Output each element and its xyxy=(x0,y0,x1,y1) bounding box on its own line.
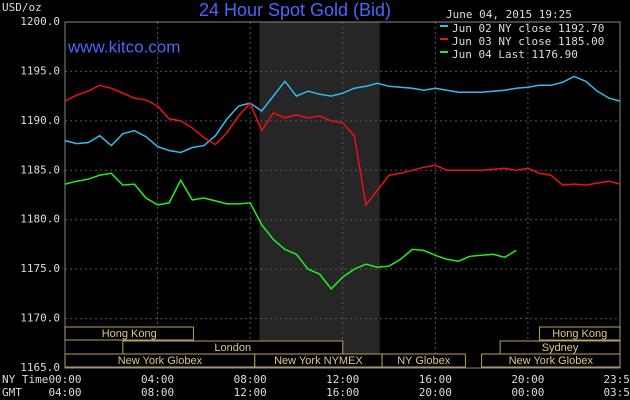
legend-swatch xyxy=(440,25,448,27)
x-tick-label: 08:00 xyxy=(234,373,267,386)
plot-frame xyxy=(64,21,621,369)
y-tick-label: 1170.0 xyxy=(20,312,60,325)
price-line xyxy=(64,172,517,291)
session-box xyxy=(538,326,621,341)
legend-label: Jun 02 NY close 1192.70 xyxy=(452,22,604,35)
price-line xyxy=(64,75,621,154)
legend-label: Jun 03 NY close 1185.00 xyxy=(452,35,604,48)
y-tick-label: 1175.0 xyxy=(20,262,60,275)
legend-swatch xyxy=(440,38,448,40)
x2-tick-label: 04:00 xyxy=(48,386,81,399)
x2-tick-label: 08:00 xyxy=(141,386,174,399)
x-tick-label: 23:59 xyxy=(603,373,630,386)
session-box xyxy=(64,326,194,341)
x-tick-label: 04:00 xyxy=(141,373,174,386)
session-box xyxy=(481,353,621,368)
shaded-band xyxy=(259,22,380,368)
timestamp: June 04, 2015 19:25 xyxy=(446,8,572,21)
session-label: NY Globex xyxy=(397,355,450,367)
x2-axis-label: GMT xyxy=(2,386,22,399)
x2-tick-label: 00:00 xyxy=(511,386,544,399)
chart-title: 24 Hour Spot Gold (Bid) xyxy=(199,0,391,20)
session-label: New York NYMEX xyxy=(274,355,363,367)
legend-swatch xyxy=(440,51,448,53)
y-tick-label: 1165.0 xyxy=(20,361,60,374)
x-tick-label: 12:00 xyxy=(326,373,359,386)
x2-tick-label: 03:59 xyxy=(603,386,630,399)
y-tick-label: 1195.0 xyxy=(20,64,60,77)
x2-tick-label: 16:00 xyxy=(326,386,359,399)
session-label: Sydney xyxy=(542,342,579,354)
session-label: New York Globex xyxy=(118,355,203,367)
session-label: Hong Kong xyxy=(102,328,157,340)
y-tick-label: 1185.0 xyxy=(20,163,60,176)
session-box xyxy=(381,353,466,368)
session-label: London xyxy=(214,342,251,354)
legend-label: Jun 04 Last 1176.90 xyxy=(452,48,578,61)
y-tick-label: 1200.0 xyxy=(20,15,60,28)
x-tick-label: 00:00 xyxy=(48,373,81,386)
y-tick-label: 1180.0 xyxy=(20,213,60,226)
price-line xyxy=(64,84,621,207)
y-tick-label: 1190.0 xyxy=(20,114,60,127)
x2-tick-label: 20:00 xyxy=(419,386,452,399)
y-axis-label: USD/oz xyxy=(2,1,42,14)
x-axis-label: NY Time xyxy=(2,373,48,386)
x-tick-label: 16:00 xyxy=(419,373,452,386)
x2-tick-label: 12:00 xyxy=(234,386,267,399)
session-label: Hong Kong xyxy=(552,328,607,340)
session-label: New York Globex xyxy=(509,355,594,367)
x-tick-label: 20:00 xyxy=(511,373,544,386)
watermark: www.kitco.com xyxy=(67,37,180,56)
